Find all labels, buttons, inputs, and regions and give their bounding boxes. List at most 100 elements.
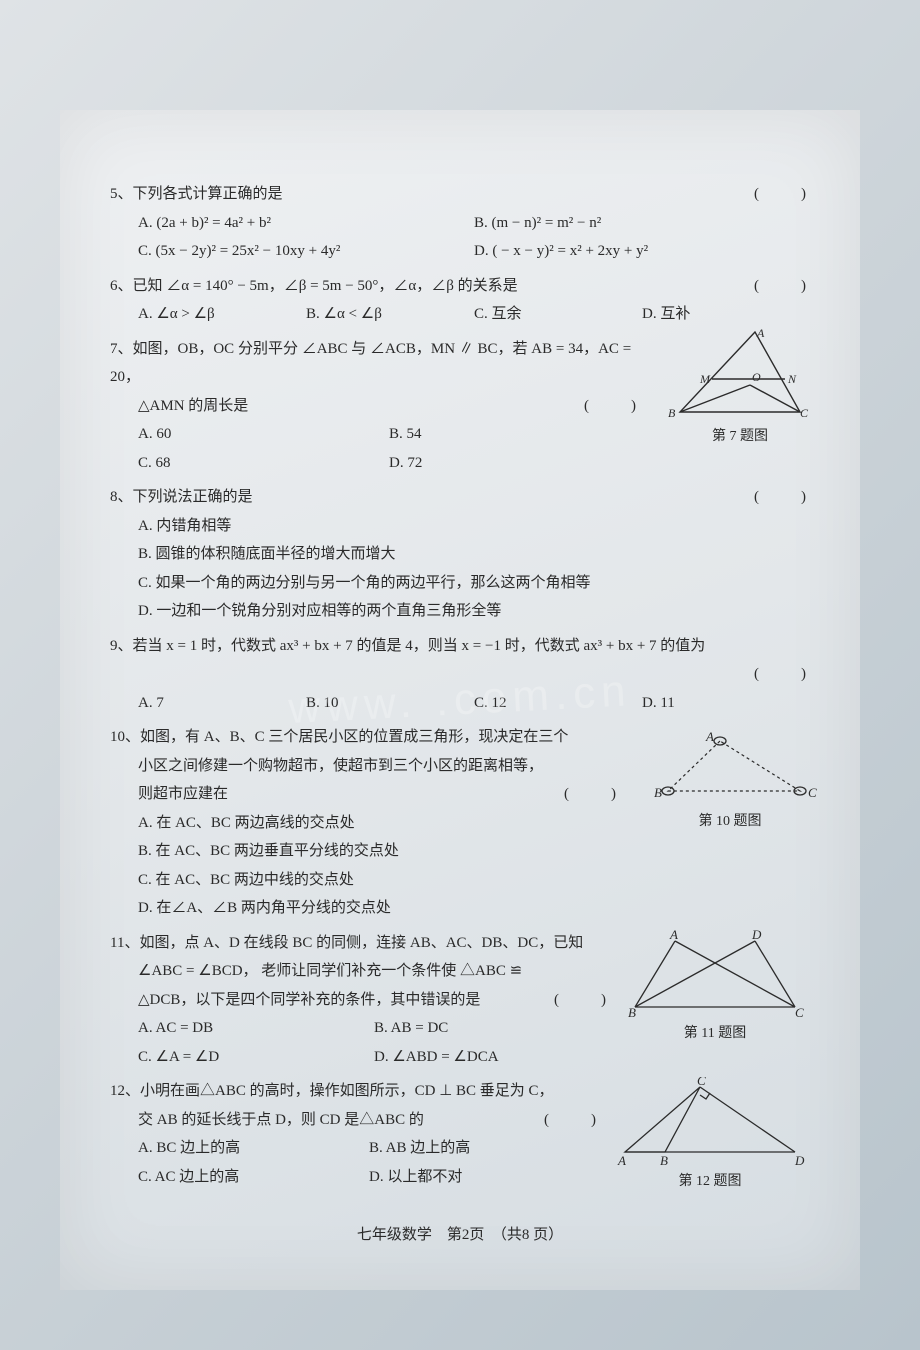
q9-number: 9、 (110, 638, 133, 654)
q12-number: 12、 (110, 1083, 140, 1099)
q11-stem: 11、如图，点 A、D 在线段 BC 的同侧，连接 AB、AC、DB、DC，已知 (110, 929, 610, 958)
figure-12: C A B D 第 12 题图 (610, 1077, 810, 1196)
figure-7-caption: 第 7 题图 (660, 424, 820, 451)
q11-answer-blank[interactable]: ( ) (534, 986, 610, 1015)
q12-option-a[interactable]: A. BC 边上的高 (138, 1134, 369, 1163)
q6-option-b[interactable]: B. ∠α < ∠β (306, 300, 474, 329)
fig12-label-a: A (617, 1153, 626, 1167)
q12-option-b[interactable]: B. AB 边上的高 (369, 1134, 600, 1163)
q11-stem-line1: 如图，点 A、D 在线段 BC 的同侧，连接 AB、AC、DB、DC，已知 (139, 935, 583, 951)
q11-stem-line2: ∠ABC = ∠BCD， 老师让同学们补充一个条件使 △ABC ≌ (110, 957, 610, 986)
q9-option-c[interactable]: C. 12 (474, 689, 642, 718)
page-footer: 七年级数学 第2页 （共8 页） (110, 1221, 810, 1250)
figure-12-svg: C A B D (610, 1077, 810, 1167)
q11-number: 11、 (110, 935, 139, 951)
q12-option-d[interactable]: D. 以上都不对 (369, 1163, 600, 1192)
q5-option-d[interactable]: D. ( − x − y)² = x² + 2xy + y² (474, 237, 810, 266)
q6-stem: 6、已知 ∠α = 140° − 5m，∠β = 5m − 50°，∠α，∠β … (110, 272, 734, 301)
q12-answer-blank[interactable]: ( ) (524, 1106, 600, 1135)
fig7-label-a: A (756, 327, 765, 340)
question-7: 7、如图，OB，OC 分别平分 ∠ABC 与 ∠ACB，MN ∥ BC，若 AB… (110, 335, 810, 478)
q10-stem: 10、如图，有 A、B、C 三个居民小区的位置成三角形，现决定在三个 (110, 723, 620, 752)
fig11-label-d: D (751, 929, 762, 942)
q8-option-b[interactable]: B. 圆锥的体积随底面半径的增大而增大 (110, 540, 810, 569)
q9-option-a[interactable]: A. 7 (138, 689, 306, 718)
fig7-label-c: C (800, 406, 809, 420)
q5-answer-blank[interactable]: ( ) (734, 180, 810, 209)
figure-7: A B C M N O 第 7 题图 (660, 327, 820, 451)
q9-answer-blank[interactable]: ( ) (734, 660, 810, 689)
q11-option-d[interactable]: D. ∠ABD = ∠DCA (374, 1043, 610, 1072)
q10-number: 10、 (110, 729, 140, 745)
fig7-label-b: B (668, 406, 676, 420)
fig10-label-b: B (654, 785, 662, 800)
q7-option-d[interactable]: D. 72 (389, 449, 640, 478)
fig7-label-o: O (752, 370, 761, 384)
fig10-label-a: A (705, 729, 714, 744)
fig7-label-n: N (787, 372, 797, 386)
question-8: 8、下列说法正确的是 ( ) A. 内错角相等 B. 圆锥的体积随底面半径的增大… (110, 483, 810, 626)
q7-option-c[interactable]: C. 68 (138, 449, 389, 478)
fig11-label-b: B (628, 1005, 636, 1019)
q6-option-d[interactable]: D. 互补 (642, 300, 810, 329)
question-9: 9、若当 x = 1 时，代数式 ax³ + bx + 7 的值是 4，则当 x… (110, 632, 810, 718)
q8-stem: 8、下列说法正确的是 (110, 483, 734, 512)
q8-stem-text: 下列说法正确的是 (133, 489, 253, 505)
q6-option-c[interactable]: C. 互余 (474, 300, 642, 329)
fig12-label-b: B (660, 1153, 668, 1167)
q12-stem: 12、小明在画△ABC 的高时，操作如图所示，CD ⊥ BC 垂足为 C， (110, 1077, 600, 1106)
q12-stem-line2: 交 AB 的延长线于点 D，则 CD 是△ABC 的 (138, 1106, 524, 1135)
q10-option-c[interactable]: C. 在 AC、BC 两边中线的交点处 (110, 866, 620, 895)
q9-option-d[interactable]: D. 11 (642, 689, 810, 718)
question-6: 6、已知 ∠α = 140° − 5m，∠β = 5m − 50°，∠α，∠β … (110, 272, 810, 329)
q8-option-a[interactable]: A. 内错角相等 (110, 512, 810, 541)
question-12: 12、小明在画△ABC 的高时，操作如图所示，CD ⊥ BC 垂足为 C， 交 … (110, 1077, 810, 1191)
q7-stem: 7、如图，OB，OC 分别平分 ∠ABC 与 ∠ACB，MN ∥ BC，若 AB… (110, 335, 640, 392)
q5-option-a[interactable]: A. (2a + b)² = 4a² + b² (138, 209, 474, 238)
q8-option-d[interactable]: D. 一边和一个锐角分别对应相等的两个直角三角形全等 (110, 597, 810, 626)
figure-12-caption: 第 12 题图 (610, 1169, 810, 1196)
q6-option-a[interactable]: A. ∠α > ∠β (138, 300, 306, 329)
q11-option-c[interactable]: C. ∠A = ∠D (138, 1043, 374, 1072)
q5-option-c[interactable]: C. (5x − 2y)² = 25x² − 10xy + 4y² (138, 237, 474, 266)
figure-11-caption: 第 11 题图 (620, 1021, 810, 1048)
q6-answer-blank[interactable]: ( ) (734, 272, 810, 301)
q12-option-c[interactable]: C. AC 边上的高 (138, 1163, 369, 1192)
q10-answer-blank[interactable]: ( ) (544, 780, 620, 809)
q7-stem-text: 如图，OB，OC 分别平分 ∠ABC 与 ∠ACB，MN ∥ BC，若 AB =… (110, 341, 631, 386)
figure-10-caption: 第 10 题图 (650, 809, 810, 836)
q5-stem-text: 下列各式计算正确的是 (133, 186, 283, 202)
q11-option-a[interactable]: A. AC = DB (138, 1014, 374, 1043)
q10-option-d[interactable]: D. 在∠A、∠B 两内角平分线的交点处 (110, 894, 620, 923)
figure-7-svg: A B C M N O (660, 327, 810, 422)
question-10: 10、如图，有 A、B、C 三个居民小区的位置成三角形，现决定在三个 小区之间修… (110, 723, 810, 923)
q12-stem-line1: 小明在画△ABC 的高时，操作如图所示，CD ⊥ BC 垂足为 C， (140, 1083, 554, 1099)
q9-option-b[interactable]: B. 10 (306, 689, 474, 718)
q7-option-a[interactable]: A. 60 (138, 420, 389, 449)
q6-number: 6、 (110, 278, 133, 294)
q10-option-b[interactable]: B. 在 AC、BC 两边垂直平分线的交点处 (110, 837, 620, 866)
q9-stem: 9、若当 x = 1 时，代数式 ax³ + bx + 7 的值是 4，则当 x… (110, 632, 810, 661)
fig7-label-m: M (699, 372, 711, 386)
q10-stem-line2: 小区之间修建一个购物超市，使超市到三个小区的距离相等， (110, 752, 620, 781)
q10-stem-line3: 则超市应建在 (138, 780, 544, 809)
q7-option-b[interactable]: B. 54 (389, 420, 640, 449)
q7-answer-blank[interactable]: ( ) (564, 392, 640, 421)
fig12-label-d: D (794, 1153, 805, 1167)
q8-answer-blank[interactable]: ( ) (734, 483, 810, 512)
q10-stem-line1: 如图，有 A、B、C 三个居民小区的位置成三角形，现决定在三个 (140, 729, 568, 745)
fig12-label-c: C (697, 1077, 706, 1088)
fig10-label-c: C (808, 785, 817, 800)
q8-option-c[interactable]: C. 如果一个角的两边分别与另一个角的两边平行，那么这两个角相等 (110, 569, 810, 598)
page-sheet: www. .com.cn 5、下列各式计算正确的是 ( ) A. (2a + b… (0, 0, 920, 1350)
q5-option-b[interactable]: B. (m − n)² = m² − n² (474, 209, 810, 238)
fig11-label-a: A (669, 929, 678, 942)
q5-number: 5、 (110, 186, 133, 202)
q5-stem: 5、下列各式计算正确的是 (110, 180, 734, 209)
question-5: 5、下列各式计算正确的是 ( ) A. (2a + b)² = 4a² + b²… (110, 180, 810, 266)
q11-option-b[interactable]: B. AB = DC (374, 1014, 610, 1043)
q8-number: 8、 (110, 489, 133, 505)
fig11-label-c: C (795, 1005, 804, 1019)
exam-paper: www. .com.cn 5、下列各式计算正确的是 ( ) A. (2a + b… (60, 110, 860, 1290)
q10-option-a[interactable]: A. 在 AC、BC 两边高线的交点处 (110, 809, 620, 838)
